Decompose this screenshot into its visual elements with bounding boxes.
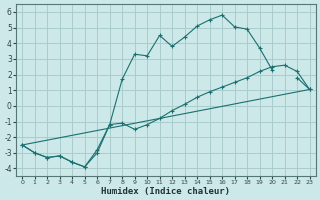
X-axis label: Humidex (Indice chaleur): Humidex (Indice chaleur) [101,187,230,196]
